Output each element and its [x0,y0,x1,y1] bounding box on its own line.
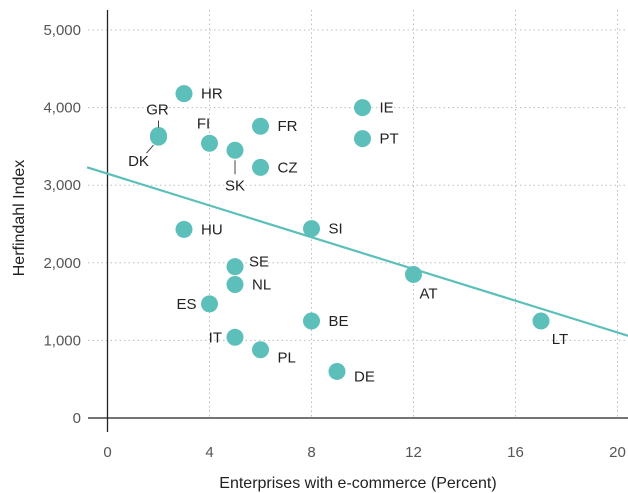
point-label-lt: LT [552,331,568,348]
y-tick-label: 1,000 [43,332,81,349]
x-tick-label: 20 [609,444,626,461]
y-tick-label: 0 [73,410,81,427]
point-label-nl: NL [252,277,271,294]
trendline-layer [86,166,628,337]
point-label-es: ES [176,296,196,313]
x-tick-label: 0 [103,444,111,461]
data-point-pt [354,130,371,148]
data-point-nl [226,276,244,294]
dk-leader-line [146,144,154,154]
data-point-be [303,312,320,330]
grid-layer [88,10,628,418]
data-point-lt [532,312,550,330]
point-label-ie: IE [380,100,394,117]
point-label-de: DE [354,368,375,385]
data-point-si [303,220,320,238]
x-tick-label: 16 [507,444,524,461]
data-point-dk [150,128,167,146]
point-label-si: SI [329,221,343,238]
point-label-fr: FR [278,118,298,135]
points-layer [150,85,550,380]
point-label-at: AT [419,285,437,302]
data-point-at [405,265,422,283]
y-axis-title: Herfindahl Index [11,160,28,277]
y-tick-label: 4,000 [43,100,81,117]
axes: 0 1,000 2,000 3,000 4,000 5,000 0 4 8 12 16 20 [43,10,628,461]
data-point-es [201,295,218,313]
data-point-se [226,258,244,276]
y-tick-label: 2,000 [43,255,81,272]
data-point-it [226,328,244,346]
point-label-it: IT [209,329,222,346]
data-point-fi [201,134,218,152]
point-label-se: SE [249,254,269,271]
data-point-cz [252,158,269,176]
point-label-hu: HU [201,221,223,238]
data-point-hu [175,220,193,238]
point-label-pt: PT [380,131,399,148]
point-label-hr: HR [201,86,223,103]
point-label-fi: FI [197,115,210,132]
data-point-sk [226,141,244,159]
x-axis-title: Enterprises with e-commerce (Percent) [219,475,496,492]
data-point-fr [252,117,269,135]
y-tick-label: 3,000 [43,177,81,194]
trend-line [86,166,628,337]
point-label-sk: SK [225,177,245,194]
x-tick-label: 4 [205,444,213,461]
data-point-ie [354,99,371,117]
data-point-de [328,362,346,380]
data-point-hr [175,85,193,103]
point-label-be: BE [329,313,349,330]
x-tick-label: 8 [307,444,315,461]
data-point-pl [252,341,269,359]
x-tick-label: 12 [405,444,422,461]
point-label-dk: DK [128,153,149,170]
y-tick-label: 5,000 [43,22,81,39]
point-label-cz: CZ [278,159,298,176]
point-label-gr: GR [146,102,169,119]
point-label-pl: PL [278,350,296,367]
point-labels-layer: HR IE FR GR DK PT FI SK CZ HU SI SE AT NL ES BE LT IT PL DE [128,86,568,386]
